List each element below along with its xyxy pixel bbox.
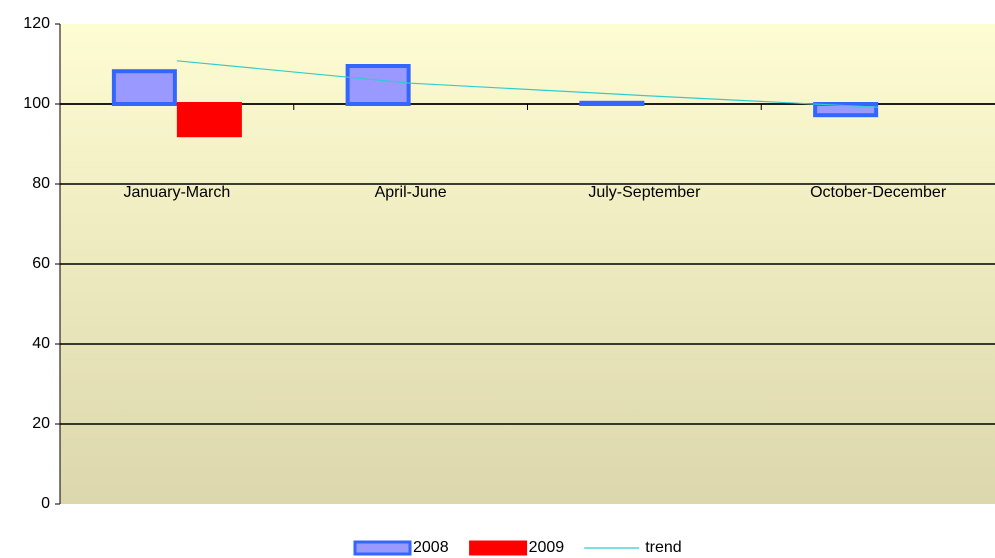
bar bbox=[176, 102, 242, 138]
y-tick-label: 40 bbox=[32, 335, 50, 352]
x-tick-label: July-September bbox=[588, 184, 701, 201]
x-tick-label: October-December bbox=[810, 184, 947, 201]
x-tick-label: January-March bbox=[124, 184, 231, 201]
y-tick-label: 20 bbox=[32, 415, 50, 432]
y-tick-label: 60 bbox=[32, 255, 50, 272]
legend-label: trend bbox=[645, 539, 681, 556]
legend-swatch bbox=[469, 540, 528, 556]
legend-label: 2009 bbox=[529, 539, 565, 556]
legend-label: 2008 bbox=[413, 539, 449, 556]
bar bbox=[111, 69, 177, 106]
y-tick-label: 0 bbox=[41, 495, 50, 512]
trend-line bbox=[176, 60, 879, 108]
legend-swatch bbox=[353, 540, 412, 556]
bar bbox=[579, 100, 645, 107]
bar bbox=[345, 64, 411, 106]
y-tick-label: 100 bbox=[23, 95, 50, 112]
y-tick-label: 120 bbox=[23, 15, 50, 32]
x-tick-label: April-June bbox=[375, 184, 447, 201]
y-tick-label: 80 bbox=[32, 175, 50, 192]
bar bbox=[813, 102, 879, 118]
